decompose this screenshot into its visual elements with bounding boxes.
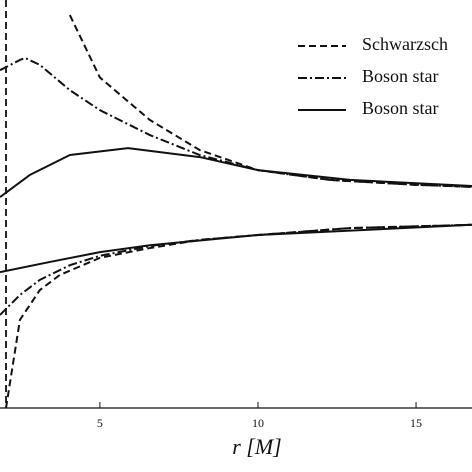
x-tick-label: 5 — [97, 416, 103, 430]
legend-label: Schwarzsch — [362, 34, 448, 54]
curve — [0, 56, 472, 188]
x-axis-label: r [M] — [232, 434, 282, 459]
curve — [0, 147, 472, 198]
legend-label: Boson star — [362, 98, 439, 118]
curve — [5, 223, 472, 409]
x-tick-label: 10 — [252, 416, 264, 430]
x-tick-label: 15 — [410, 416, 422, 430]
legend-label: Boson star — [362, 66, 439, 86]
curve — [0, 223, 472, 274]
curve — [0, 223, 472, 316]
